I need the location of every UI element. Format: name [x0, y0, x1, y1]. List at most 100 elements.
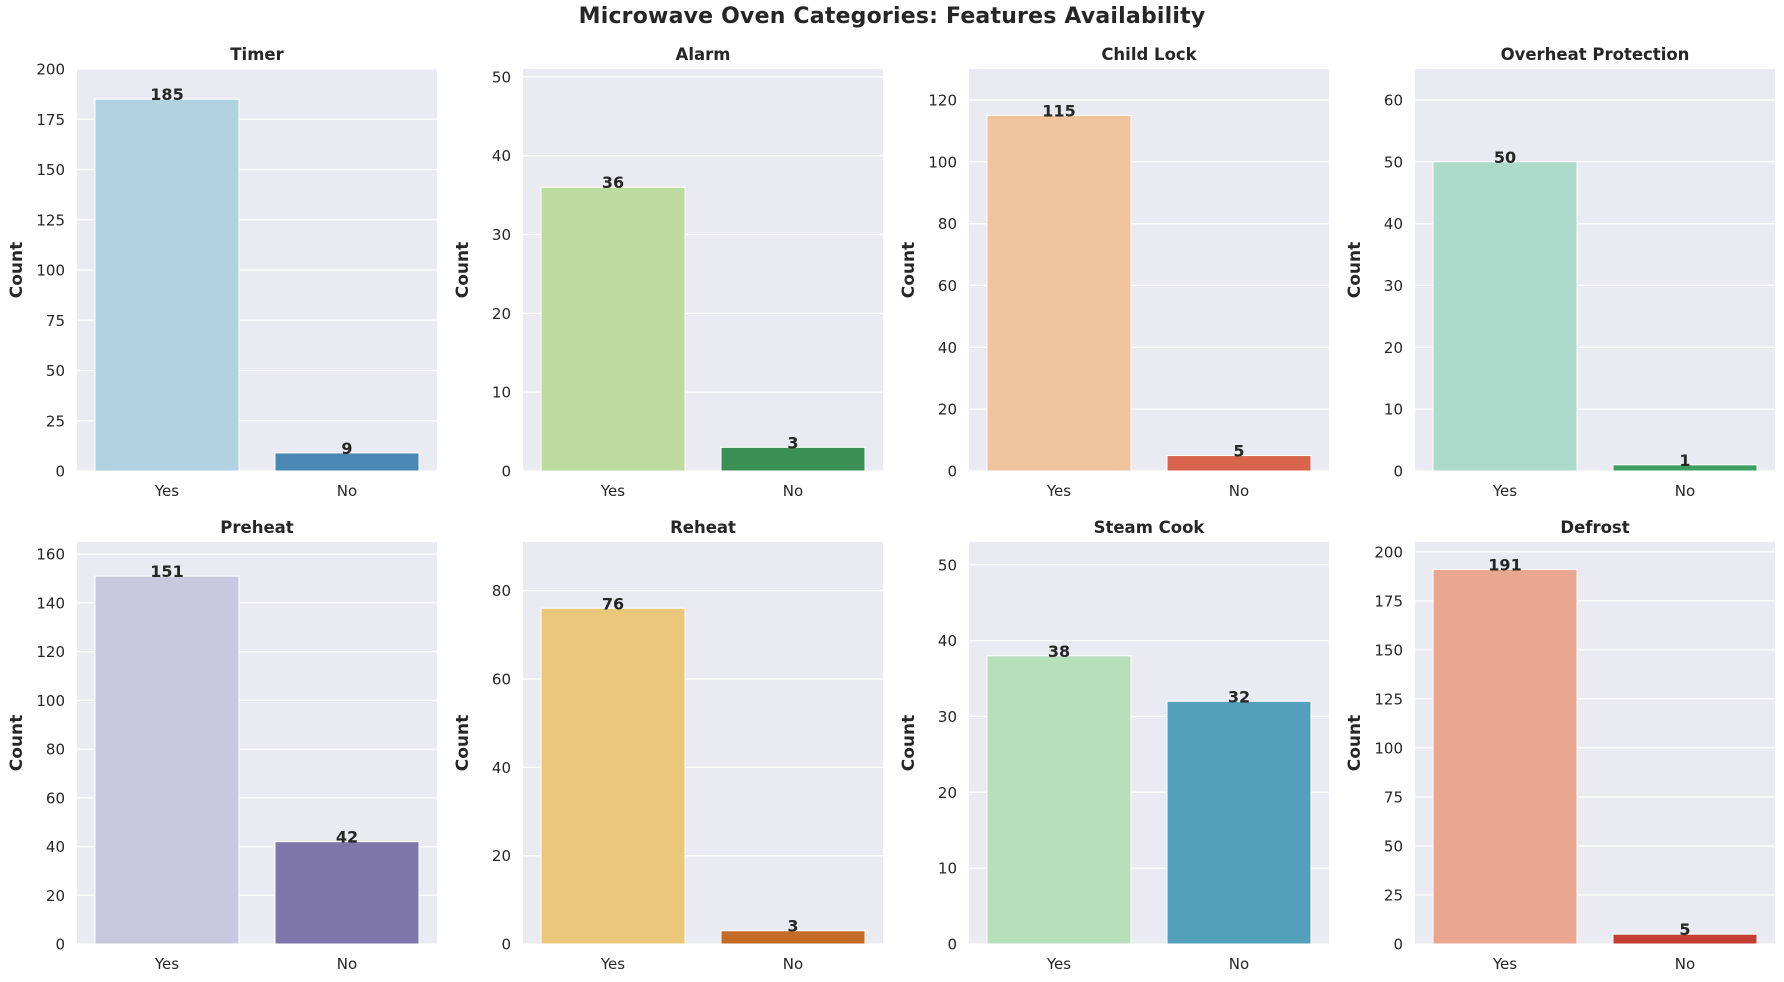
subplot-title: Child Lock — [1101, 45, 1197, 64]
data-label: 151 — [150, 562, 183, 581]
y-tick-label: 30 — [938, 708, 957, 726]
y-tick-label: 175 — [36, 111, 65, 129]
y-tick-label: 60 — [46, 789, 65, 807]
subplot-title: Overheat Protection — [1501, 45, 1690, 64]
data-label: 185 — [150, 85, 183, 104]
y-tick-label: 160 — [36, 546, 65, 564]
y-tick-label: 60 — [492, 670, 511, 688]
y-tick-label: 20 — [46, 887, 65, 905]
x-tick-label: Yes — [1046, 482, 1071, 500]
data-label: 3 — [787, 917, 798, 936]
y-tick-label: 100 — [1374, 739, 1403, 757]
data-label: 38 — [1048, 642, 1070, 661]
y-tick-label: 25 — [1384, 886, 1403, 904]
y-tick-label: 0 — [55, 936, 65, 954]
y-axis-label: Count — [453, 715, 473, 772]
y-tick-label: 40 — [938, 339, 957, 357]
x-tick-label: No — [337, 955, 357, 973]
y-tick-label: 30 — [1384, 277, 1403, 295]
bar-overheat-protection-no — [1612, 464, 1758, 472]
x-tick-label: No — [1229, 482, 1249, 500]
y-tick-label: 40 — [46, 838, 65, 856]
x-tick-label: No — [337, 482, 357, 500]
y-tick-label: 80 — [46, 741, 65, 759]
y-axis-label: Count — [7, 715, 27, 772]
y-tick-label: 75 — [1384, 788, 1403, 806]
data-label: 32 — [1228, 687, 1250, 706]
y-tick-label: 0 — [947, 936, 957, 954]
y-tick-label: 60 — [1384, 91, 1403, 109]
x-tick-label: Yes — [1492, 482, 1517, 500]
y-tick-label: 0 — [55, 463, 65, 481]
data-label: 3 — [787, 433, 798, 452]
subplot-title: Defrost — [1560, 518, 1629, 537]
y-tick-label: 50 — [46, 362, 65, 380]
y-tick-label: 0 — [1393, 463, 1403, 481]
subplot-title: Timer — [230, 45, 284, 64]
bar-reheat-yes — [540, 607, 686, 945]
y-tick-label: 175 — [1374, 592, 1403, 610]
y-axis-label: Count — [1345, 242, 1365, 299]
x-tick-label: No — [1675, 482, 1695, 500]
y-axis-label: Count — [7, 242, 27, 299]
y-tick-label: 150 — [1374, 641, 1403, 659]
data-label: 42 — [336, 828, 358, 847]
bar-steam-cook-no — [1166, 700, 1312, 945]
bar-child-lock-no — [1166, 455, 1312, 472]
y-axis-label: Count — [453, 242, 473, 299]
x-tick-label: No — [783, 482, 803, 500]
x-tick-label: Yes — [1492, 955, 1517, 973]
y-tick-label: 125 — [36, 211, 65, 229]
y-tick-label: 50 — [1384, 837, 1403, 855]
data-label: 50 — [1494, 148, 1516, 167]
y-axis-label: Count — [1345, 715, 1365, 772]
subplot-title: Alarm — [676, 45, 731, 64]
x-tick-label: Yes — [1046, 955, 1071, 973]
y-tick-label: 0 — [501, 463, 511, 481]
x-tick-label: Yes — [154, 955, 179, 973]
bar-timer-no — [274, 452, 420, 472]
y-tick-label: 10 — [492, 384, 511, 402]
y-axis-label: Count — [899, 715, 919, 772]
x-tick-label: Yes — [154, 482, 179, 500]
bar-defrost-no — [1612, 933, 1758, 945]
y-tick-label: 40 — [1384, 215, 1403, 233]
data-label: 115 — [1042, 101, 1075, 120]
y-tick-label: 10 — [938, 860, 957, 878]
bar-alarm-no — [720, 446, 866, 472]
y-tick-label: 120 — [928, 91, 957, 109]
bar-defrost-yes — [1432, 568, 1578, 945]
bar-preheat-yes — [94, 575, 240, 945]
x-tick-label: No — [783, 955, 803, 973]
y-tick-label: 200 — [1374, 543, 1403, 561]
y-tick-label: 50 — [492, 68, 511, 86]
bar-child-lock-yes — [986, 114, 1132, 472]
y-tick-label: 20 — [1384, 339, 1403, 357]
y-tick-label: 50 — [1384, 153, 1403, 171]
data-label: 76 — [602, 594, 624, 613]
y-tick-label: 100 — [928, 153, 957, 171]
y-tick-label: 100 — [36, 262, 65, 280]
y-tick-label: 50 — [938, 556, 957, 574]
y-tick-label: 40 — [938, 632, 957, 650]
y-tick-label: 0 — [1393, 936, 1403, 954]
y-tick-label: 60 — [938, 277, 957, 295]
y-tick-label: 75 — [46, 312, 65, 330]
data-label: 1 — [1679, 451, 1690, 470]
x-tick-label: No — [1229, 955, 1249, 973]
y-tick-label: 20 — [938, 784, 957, 802]
x-tick-label: Yes — [600, 955, 625, 973]
x-tick-label: Yes — [600, 482, 625, 500]
data-label: 36 — [602, 173, 624, 192]
y-tick-label: 150 — [36, 161, 65, 179]
subplot-title: Reheat — [670, 518, 736, 537]
subplot-title: Steam Cook — [1094, 518, 1206, 537]
data-label: 5 — [1233, 442, 1244, 461]
y-tick-label: 200 — [36, 61, 65, 79]
y-tick-label: 20 — [938, 401, 957, 419]
y-tick-label: 30 — [492, 226, 511, 244]
y-tick-label: 80 — [492, 582, 511, 600]
bar-alarm-yes — [540, 186, 686, 472]
y-axis-label: Count — [899, 242, 919, 299]
